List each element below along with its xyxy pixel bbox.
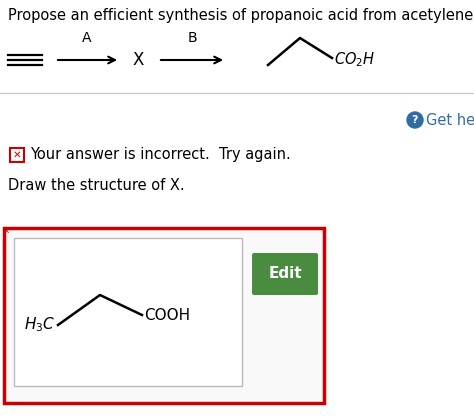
Circle shape <box>407 112 423 128</box>
Text: ?: ? <box>412 115 418 125</box>
FancyBboxPatch shape <box>252 253 318 295</box>
Text: $CO_2H$: $CO_2H$ <box>334 51 375 69</box>
Text: B: B <box>187 31 197 45</box>
Text: $H_3C$: $H_3C$ <box>24 316 55 334</box>
Text: A: A <box>82 31 92 45</box>
Bar <box>14 238 242 386</box>
Text: X: X <box>132 51 144 69</box>
Text: COOH: COOH <box>144 307 190 323</box>
Text: Edit: Edit <box>268 267 302 281</box>
Bar <box>4 228 324 403</box>
Text: ✕: ✕ <box>13 150 21 160</box>
Text: Draw the structure of X.: Draw the structure of X. <box>8 178 185 193</box>
Text: x: x <box>4 226 9 235</box>
Text: Your answer is incorrect.  Try again.: Your answer is incorrect. Try again. <box>30 147 291 163</box>
Text: Get help: Get help <box>426 113 474 128</box>
Text: Propose an efficient synthesis of propanoic acid from acetylene:: Propose an efficient synthesis of propan… <box>8 8 474 23</box>
Bar <box>10 148 24 162</box>
